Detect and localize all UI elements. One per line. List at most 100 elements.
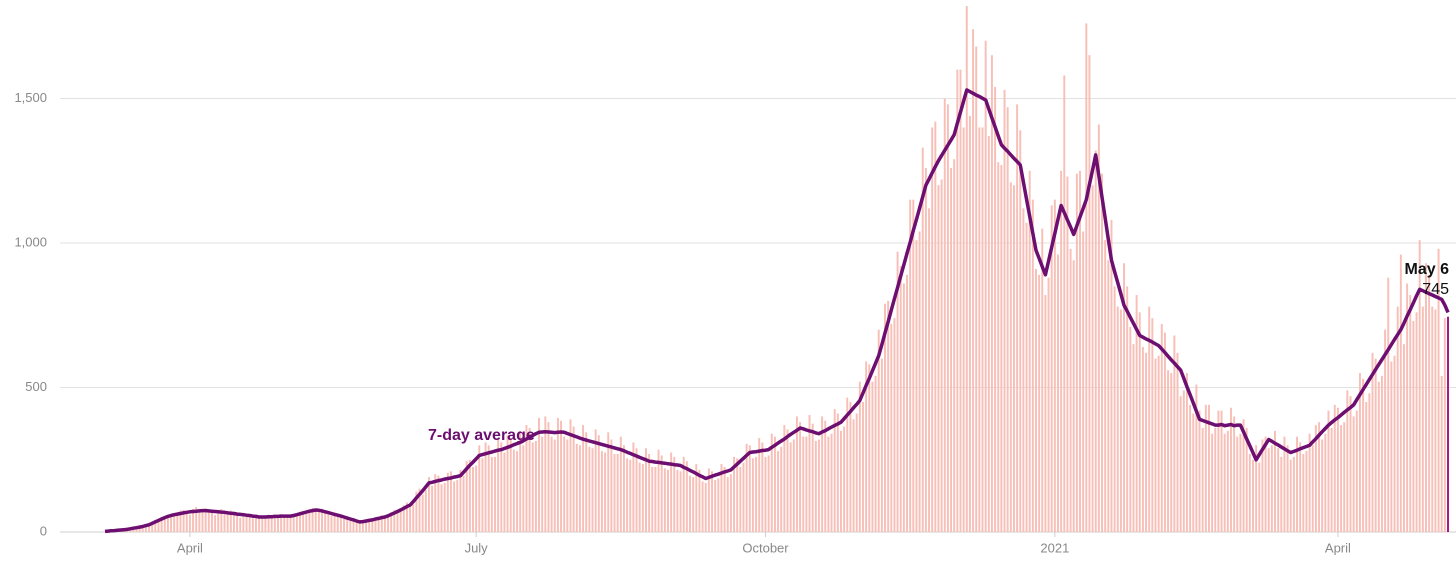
bar <box>613 453 616 532</box>
bar <box>267 514 270 532</box>
bar <box>1226 430 1229 532</box>
bar <box>865 361 868 532</box>
bar <box>1097 124 1100 532</box>
bar <box>292 515 295 532</box>
bar <box>799 422 802 532</box>
bar <box>188 514 191 532</box>
bar <box>229 510 232 532</box>
bar <box>201 511 204 532</box>
bar <box>547 422 550 532</box>
bar <box>242 512 245 532</box>
bar <box>632 442 635 532</box>
bar <box>742 462 745 532</box>
bar <box>890 323 893 532</box>
bar <box>1079 170 1081 532</box>
bar <box>994 86 997 532</box>
bar <box>909 199 912 532</box>
bar <box>327 514 330 532</box>
x-tick-label: April <box>177 540 203 555</box>
bar <box>751 458 754 532</box>
bar <box>1292 456 1295 532</box>
bar <box>494 456 496 532</box>
bar <box>1053 199 1056 532</box>
bar <box>840 430 842 532</box>
bar <box>1214 427 1217 532</box>
bar <box>764 456 767 532</box>
x-tick-label: October <box>742 540 789 555</box>
bar <box>166 515 169 532</box>
bar <box>1327 410 1330 532</box>
bar <box>953 159 956 532</box>
bar <box>736 458 739 532</box>
bar <box>534 440 537 532</box>
bar <box>516 451 518 532</box>
bar <box>1421 306 1424 532</box>
bar <box>786 429 789 532</box>
bar <box>1019 130 1022 532</box>
bar <box>305 514 308 532</box>
bar <box>509 439 512 532</box>
bar <box>1384 329 1387 532</box>
bar <box>481 458 484 532</box>
bar <box>157 519 160 532</box>
bar <box>814 440 817 532</box>
bar <box>1346 390 1349 532</box>
bar <box>1028 170 1031 532</box>
bar <box>207 509 210 532</box>
bar <box>1141 347 1144 532</box>
bar <box>141 525 144 532</box>
bar <box>1248 453 1251 532</box>
bar <box>399 511 402 532</box>
bar <box>1044 295 1047 532</box>
bar <box>968 115 971 532</box>
bar <box>817 439 820 532</box>
bar <box>525 425 528 532</box>
bar <box>446 472 449 532</box>
bar <box>1447 316 1449 532</box>
bar <box>739 466 742 532</box>
bar <box>717 478 720 532</box>
bar <box>387 516 390 532</box>
bar <box>783 425 786 532</box>
bar <box>135 527 138 532</box>
bar <box>1110 219 1113 532</box>
bar <box>148 525 151 532</box>
bar <box>792 439 795 532</box>
bar <box>440 484 443 532</box>
bar <box>1069 248 1072 532</box>
bar <box>273 517 276 532</box>
bar <box>1371 352 1374 532</box>
bar <box>453 481 456 532</box>
bar <box>173 516 176 532</box>
bar <box>295 513 298 532</box>
bar <box>638 462 641 532</box>
bar <box>918 231 921 532</box>
bar <box>503 452 506 532</box>
bar <box>1025 222 1028 533</box>
bar <box>176 515 179 532</box>
bar <box>431 485 434 532</box>
bar <box>1119 309 1122 532</box>
bar <box>1060 170 1063 532</box>
bar <box>1343 422 1346 532</box>
bar <box>277 515 279 532</box>
bar <box>1163 332 1166 532</box>
bar <box>600 451 603 532</box>
bar <box>1236 436 1239 532</box>
bar <box>780 446 783 532</box>
bar <box>478 445 481 532</box>
bar <box>1204 404 1207 532</box>
bar <box>179 510 182 532</box>
bar <box>868 364 871 532</box>
bar <box>160 520 163 532</box>
bar <box>1050 205 1053 532</box>
bar <box>226 514 229 532</box>
bar <box>358 520 361 532</box>
bar <box>1170 373 1173 532</box>
bar <box>610 439 613 532</box>
bar <box>563 436 566 532</box>
bar <box>720 464 723 532</box>
bar <box>264 516 267 532</box>
bar <box>1349 396 1352 532</box>
